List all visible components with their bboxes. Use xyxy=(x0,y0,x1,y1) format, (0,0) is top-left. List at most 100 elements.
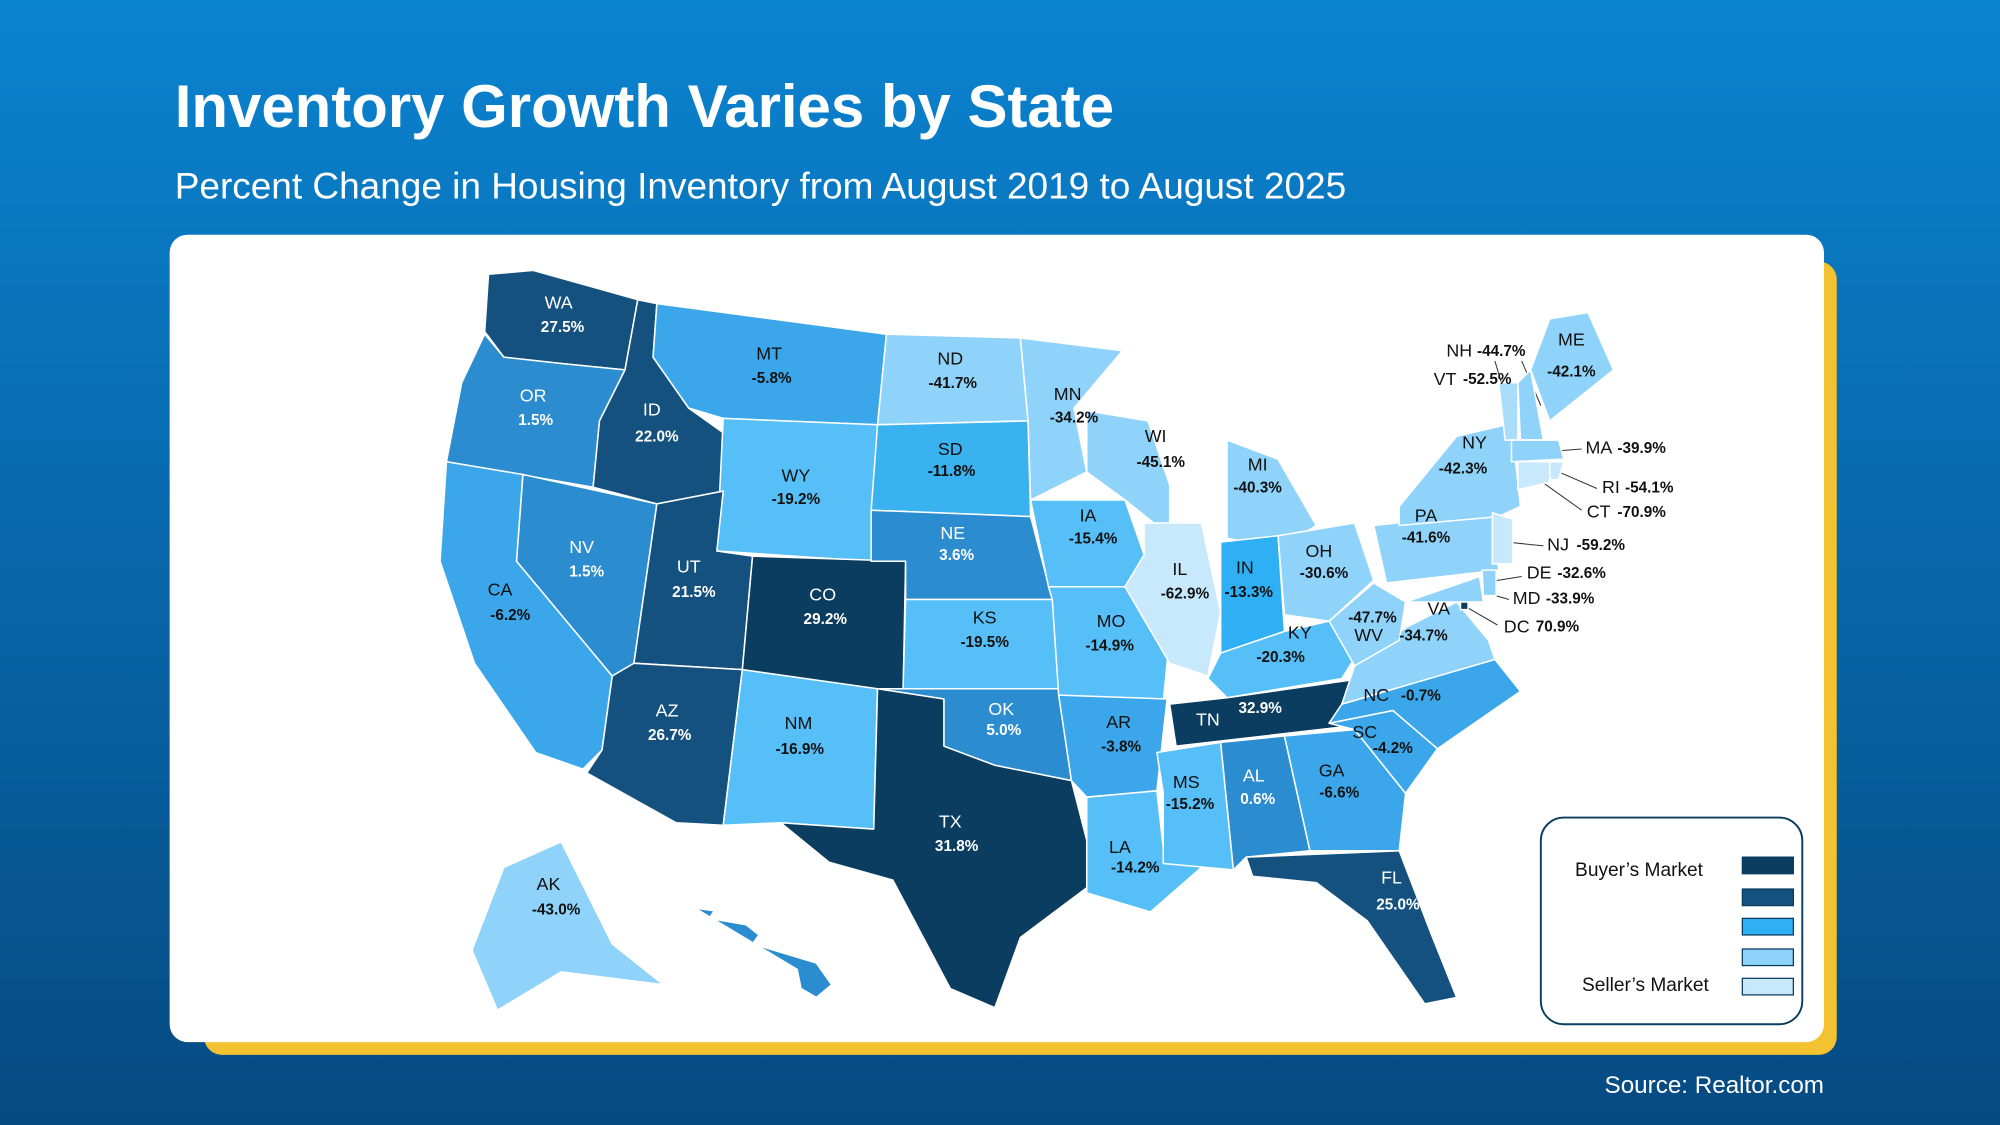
state-shape xyxy=(1124,522,1222,677)
state-value: -14.9% xyxy=(1085,638,1134,655)
state-abbr: NV xyxy=(569,537,594,557)
state-shape xyxy=(1404,575,1485,603)
state-shape xyxy=(694,907,833,999)
state-abbr: WV xyxy=(1354,625,1383,645)
state-abbr: MS xyxy=(1173,772,1200,792)
state-abbr: MI xyxy=(1248,454,1268,474)
state-value: -15.4% xyxy=(1069,531,1118,548)
state-abbr: AK xyxy=(537,874,561,894)
legend-box xyxy=(1539,816,1804,1026)
state-value: -33.9% xyxy=(1546,591,1595,608)
state-shape xyxy=(1510,439,1565,463)
state-value: -13.3% xyxy=(1224,584,1273,601)
state-value: 31.8% xyxy=(935,838,979,855)
state-abbr: MA xyxy=(1585,438,1612,458)
state-value: -34.7% xyxy=(1399,628,1448,645)
title: Inventory Growth Varies by State xyxy=(175,73,1114,140)
state-labels: WA 27.5% OR 1.5% CA -6.2% NV 1.5% ID 22.0% MT -5.8%… xyxy=(488,292,1674,977)
state-abbr: IN xyxy=(1236,558,1254,578)
state-abbr: LA xyxy=(1109,837,1131,857)
legend-swatch xyxy=(1741,977,1795,996)
state-value: -19.5% xyxy=(960,634,1009,651)
state-value: -4.2% xyxy=(1373,740,1413,757)
state-abbr: IA xyxy=(1080,505,1097,525)
state-abbr: AR xyxy=(1106,712,1131,732)
state-abbr: NJ xyxy=(1547,535,1569,555)
state-value: 1.5% xyxy=(518,412,553,429)
state-value: -19.2% xyxy=(772,491,821,508)
state-abbr: ME xyxy=(1558,329,1585,349)
state-value: 27.5% xyxy=(541,319,585,336)
state-value: -0.7% xyxy=(1401,687,1441,704)
state-map xyxy=(439,269,1615,1011)
state-value: -41.7% xyxy=(929,375,978,392)
leader-line xyxy=(1464,605,1498,626)
state-abbr: GA xyxy=(1319,760,1345,780)
state-value: -59.2% xyxy=(1577,537,1626,554)
state-value: 70.9% xyxy=(1536,619,1580,636)
state-shape xyxy=(716,417,879,562)
state-value: -39.9% xyxy=(1617,440,1666,457)
state-abbr: FL xyxy=(1381,868,1402,888)
state-shape xyxy=(1341,601,1496,705)
state-value: 21.5% xyxy=(672,584,716,601)
state-shape xyxy=(1245,849,1458,1005)
state-abbr: CO xyxy=(809,584,836,604)
state-abbr: OK xyxy=(988,699,1014,719)
subtitle: Percent Change in Housing Inventory from… xyxy=(175,166,1346,207)
state-shape xyxy=(1398,422,1522,527)
state-abbr: ID xyxy=(643,399,661,419)
leader-line xyxy=(1558,471,1598,489)
state-value: 32.9% xyxy=(1239,700,1283,717)
state-value: 3.6% xyxy=(939,547,974,564)
state-value: -30.6% xyxy=(1300,565,1349,582)
state-abbr: DE xyxy=(1527,563,1552,583)
state-shape xyxy=(1517,460,1551,491)
state-abbr: VT xyxy=(1434,369,1457,389)
state-value: -52.5% xyxy=(1463,371,1512,388)
state-abbr: MN xyxy=(1054,384,1082,404)
state-abbr: NH xyxy=(1446,341,1472,361)
state-value: -47.7% xyxy=(1348,610,1397,627)
state-abbr: UT xyxy=(677,556,701,576)
state-shape xyxy=(1283,728,1407,852)
state-value: 1.5% xyxy=(569,564,604,581)
state-abbr: AZ xyxy=(656,700,679,720)
state-abbr: MT xyxy=(756,343,782,363)
state-shape xyxy=(1481,569,1497,597)
state-value: -41.6% xyxy=(1402,529,1451,546)
legend-label: Buyer’s Market xyxy=(1575,860,1704,881)
state-abbr: HI xyxy=(744,938,762,958)
state-abbr: VA xyxy=(1428,598,1451,618)
state-abbr: AL xyxy=(1243,766,1265,786)
state-value: -14.2% xyxy=(1111,860,1160,877)
state-value: -45.1% xyxy=(1136,454,1185,471)
state-value: -3.8% xyxy=(1101,738,1141,755)
state-value: -42.1% xyxy=(1547,363,1596,380)
state-value: -43.0% xyxy=(532,902,581,919)
state-abbr: TN xyxy=(1196,709,1220,729)
state-value: -62.9% xyxy=(1161,585,1210,602)
state-abbr: WI xyxy=(1145,426,1167,446)
state-value: -32.6% xyxy=(1557,565,1606,582)
state-value: 4.6% xyxy=(744,960,779,977)
legend: Buyer’s Market Seller’s Market xyxy=(1539,816,1804,1026)
legend-swatch xyxy=(1741,917,1795,936)
state-abbr: PA xyxy=(1415,505,1438,525)
source: Source: Realtor.com xyxy=(1605,1072,1824,1099)
state-abbr: NC xyxy=(1363,685,1389,705)
state-value: -34.2% xyxy=(1050,409,1099,426)
state-shape xyxy=(1328,582,1407,667)
state-abbr: NE xyxy=(940,523,965,543)
state-value: 22.0% xyxy=(635,429,679,446)
state-abbr: DC xyxy=(1504,616,1530,636)
state-abbr: CT xyxy=(1587,501,1611,521)
state-shape xyxy=(1491,511,1514,565)
state-abbr: MD xyxy=(1513,588,1541,608)
state-abbr: SD xyxy=(938,439,963,459)
state-abbr: IL xyxy=(1172,559,1187,579)
state-value: 29.2% xyxy=(804,611,848,628)
state-shape xyxy=(1156,741,1235,871)
